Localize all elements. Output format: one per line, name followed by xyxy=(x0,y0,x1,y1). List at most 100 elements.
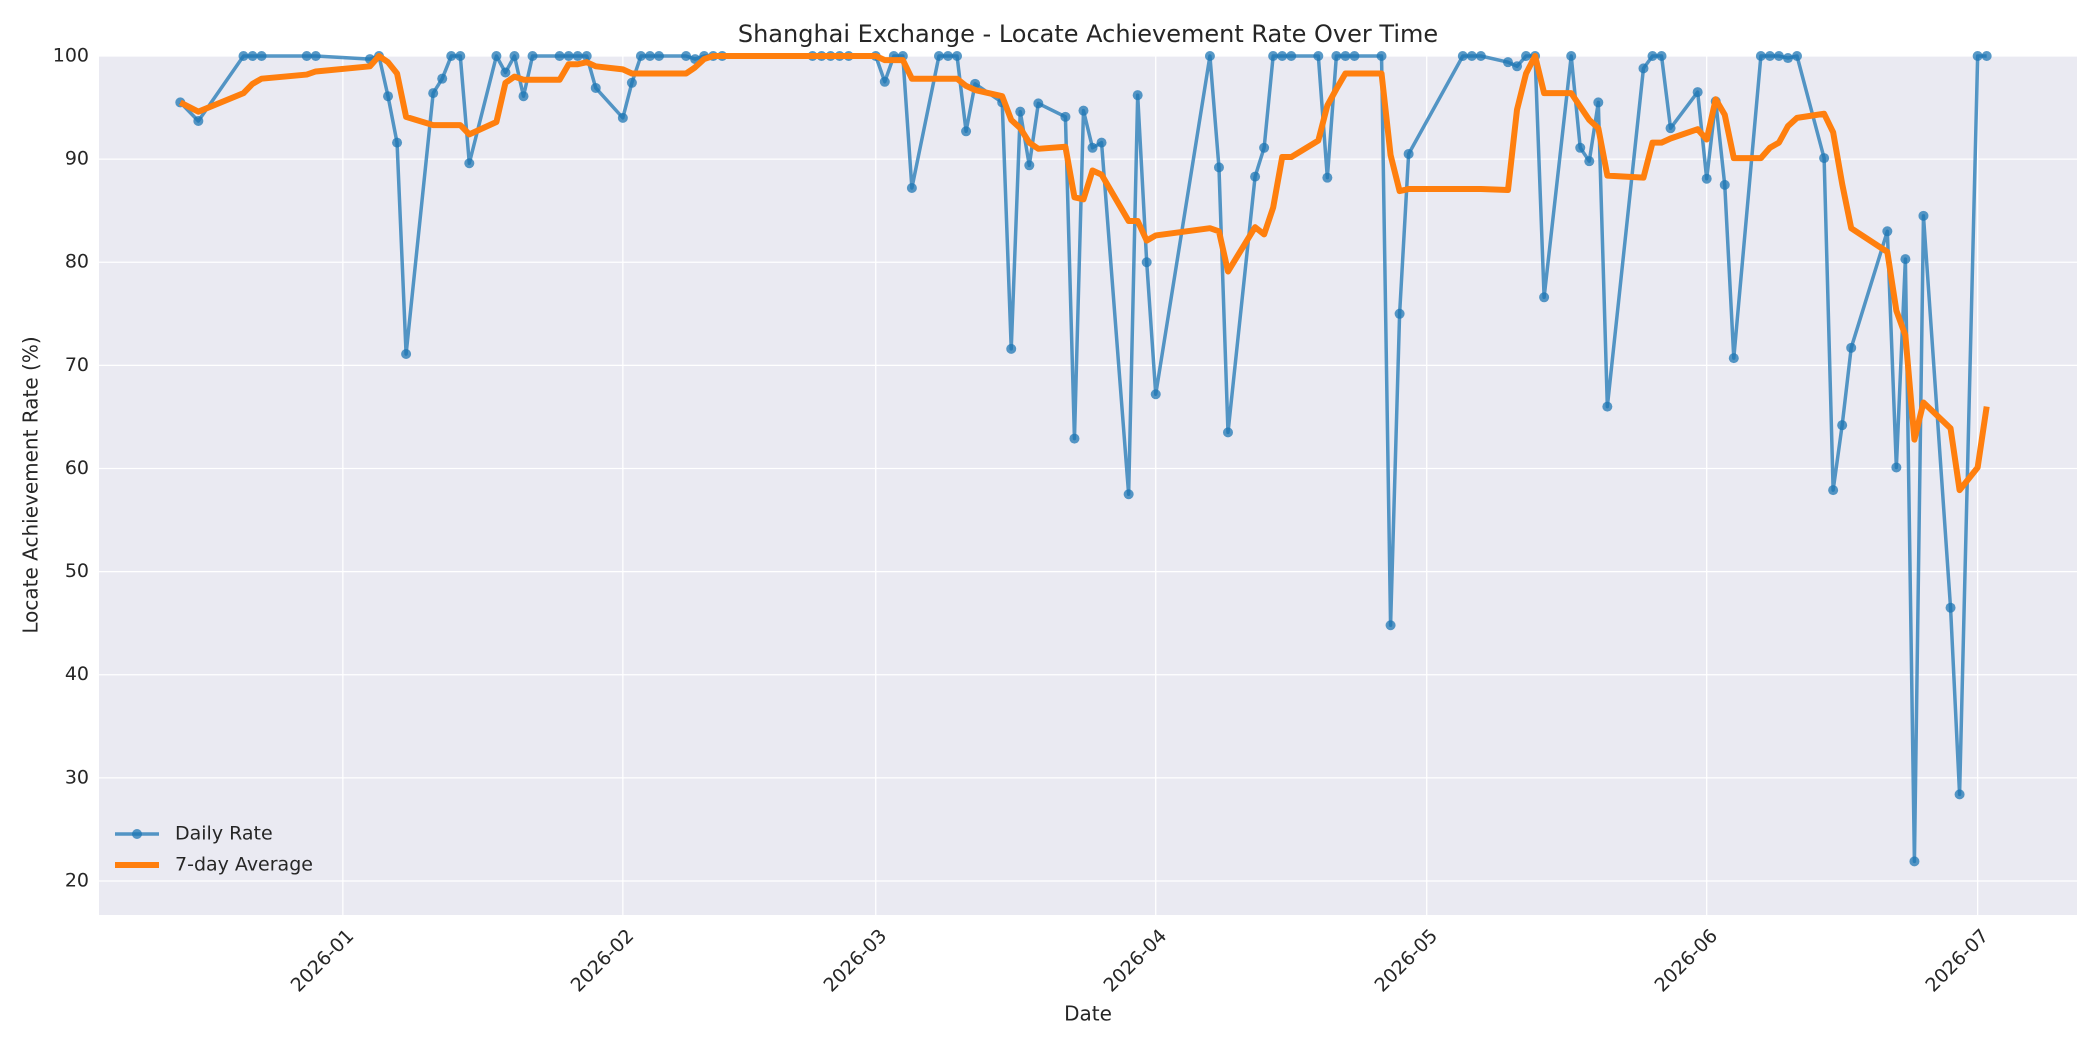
y-tick-label: 70 xyxy=(65,354,89,376)
data-point xyxy=(906,182,917,193)
data-point xyxy=(238,51,249,61)
data-point xyxy=(1078,105,1089,116)
data-point xyxy=(943,51,954,61)
data-point xyxy=(653,51,664,61)
data-point xyxy=(527,51,538,61)
data-point xyxy=(1322,172,1333,183)
data-point xyxy=(464,158,475,169)
data-point xyxy=(1466,51,1477,61)
data-point xyxy=(193,115,204,126)
data-point xyxy=(1656,51,1667,61)
data-point xyxy=(1846,342,1857,353)
legend-label: 7-day Average xyxy=(175,854,313,876)
data-point xyxy=(1087,142,1098,153)
data-point xyxy=(1259,142,1270,153)
data-point xyxy=(1141,257,1152,268)
chart-title: Shanghai Exchange - Locate Achievement R… xyxy=(738,20,1438,48)
data-point xyxy=(1828,485,1839,496)
data-point xyxy=(1286,51,1297,61)
data-point xyxy=(1150,389,1161,400)
data-point xyxy=(590,82,601,93)
data-point xyxy=(879,76,890,87)
data-point xyxy=(1512,61,1523,72)
data-point xyxy=(1268,51,1279,61)
x-axis-label: Date xyxy=(1064,1002,1112,1026)
data-point xyxy=(581,51,592,61)
data-point xyxy=(1277,51,1288,61)
data-point xyxy=(1764,51,1775,61)
data-point xyxy=(1665,123,1676,134)
data-point xyxy=(1972,51,1983,61)
y-tick-label: 20 xyxy=(65,869,89,891)
data-point xyxy=(401,349,412,360)
data-point xyxy=(310,51,321,61)
data-point xyxy=(446,51,457,61)
data-point xyxy=(1909,856,1920,867)
data-point xyxy=(392,137,403,148)
data-point xyxy=(1593,97,1604,108)
legend-marker xyxy=(132,829,142,839)
data-point xyxy=(1954,789,1965,800)
data-point xyxy=(1024,160,1035,171)
data-point xyxy=(1313,51,1324,61)
data-point xyxy=(1457,51,1468,61)
data-point xyxy=(1575,142,1586,153)
data-point xyxy=(1502,57,1513,68)
data-point xyxy=(952,51,963,61)
data-point xyxy=(1096,137,1107,148)
data-point xyxy=(1584,156,1595,167)
data-point xyxy=(301,51,312,61)
data-point xyxy=(1340,51,1351,61)
data-point xyxy=(455,51,466,61)
data-point xyxy=(1331,51,1342,61)
data-point xyxy=(509,51,520,61)
data-point xyxy=(1222,427,1233,438)
data-point xyxy=(1692,87,1703,98)
data-point xyxy=(1891,462,1902,473)
data-point xyxy=(1033,98,1044,109)
data-point xyxy=(961,126,972,137)
data-point xyxy=(1819,153,1830,164)
data-point xyxy=(933,51,944,61)
data-point xyxy=(1250,171,1261,182)
data-point xyxy=(1647,51,1658,61)
data-point xyxy=(554,51,565,61)
data-point xyxy=(563,51,574,61)
data-point xyxy=(1385,620,1396,631)
data-point xyxy=(1566,51,1577,61)
y-tick-label: 30 xyxy=(65,766,89,788)
data-point xyxy=(1539,292,1550,303)
data-point xyxy=(1521,51,1532,61)
series-line xyxy=(178,53,1990,494)
data-point xyxy=(1945,602,1956,613)
data-point xyxy=(1918,210,1929,221)
data-point xyxy=(256,51,267,61)
data-point xyxy=(1728,353,1739,364)
data-point xyxy=(1882,226,1893,237)
data-point xyxy=(1394,308,1405,319)
y-tick-label: 80 xyxy=(65,251,89,273)
data-point xyxy=(1213,162,1224,173)
data-point xyxy=(428,88,439,99)
data-point xyxy=(1132,90,1143,101)
data-point xyxy=(617,112,628,123)
data-point xyxy=(1701,173,1712,184)
data-point xyxy=(572,51,583,61)
data-point xyxy=(1981,51,1992,61)
data-point xyxy=(644,51,655,61)
data-point xyxy=(1376,51,1387,61)
data-point xyxy=(1006,343,1017,354)
data-point xyxy=(681,51,692,61)
data-point xyxy=(1349,51,1360,61)
data-point xyxy=(1837,420,1848,431)
data-point xyxy=(1602,401,1613,412)
data-point xyxy=(1204,51,1215,61)
y-tick-label: 50 xyxy=(65,560,89,582)
data-point xyxy=(1069,433,1080,444)
data-point xyxy=(247,51,258,61)
data-point xyxy=(1719,179,1730,190)
y-tick-label: 40 xyxy=(65,663,89,685)
data-point xyxy=(491,51,502,61)
y-tick-label: 90 xyxy=(65,148,89,170)
